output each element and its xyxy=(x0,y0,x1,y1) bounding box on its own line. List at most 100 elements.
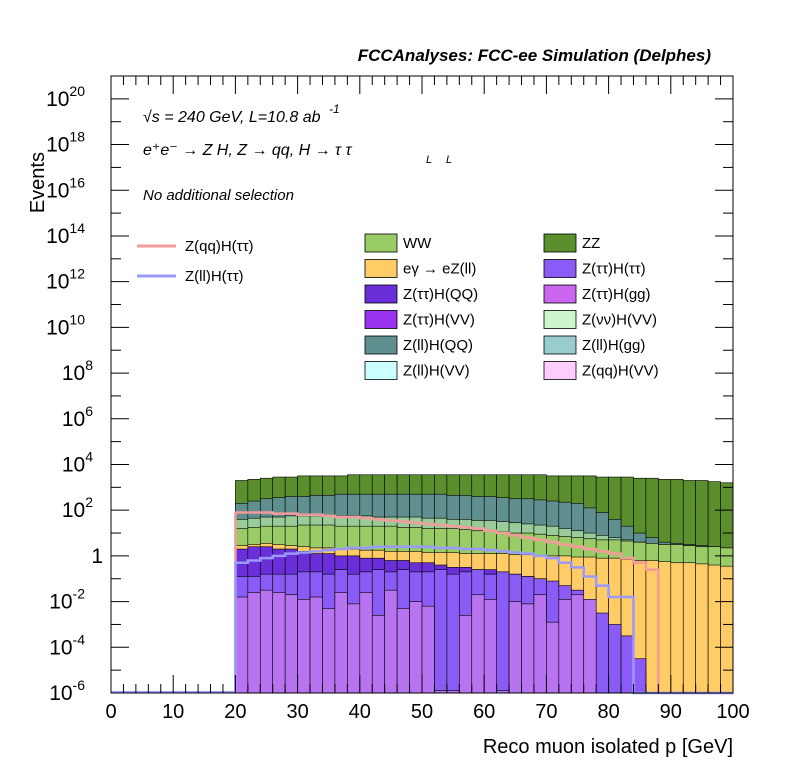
legend-entry: Z(ττ)H(gg) xyxy=(543,284,651,304)
histogram-bar xyxy=(421,605,435,694)
x-tick-label: 10 xyxy=(162,701,184,723)
x-axis-label: Reco muon isolated p [GeV] xyxy=(483,736,733,758)
histogram-bar xyxy=(347,603,361,694)
legend-swatch xyxy=(364,335,398,355)
x-tick-label: 40 xyxy=(349,701,371,723)
histogram-bar xyxy=(707,564,721,694)
legend-label: Z(ττ)H(QQ) xyxy=(403,286,478,303)
histogram-bar xyxy=(720,565,734,694)
legend-entry: WW xyxy=(364,233,432,253)
legend-entry: Z(νν)H(VV) xyxy=(543,310,657,329)
y-tick-label: 1018 xyxy=(46,129,85,157)
legend-label: Z(ll)H(VV) xyxy=(403,363,470,380)
histogram-bar xyxy=(620,635,634,694)
signal-line xyxy=(234,545,733,695)
histogram-bar xyxy=(695,563,709,694)
axis-ticks: 0 10 20 30 40 50 60 70 80 90 10010-610-410-2110210… xyxy=(46,75,750,723)
legend-entry: Z(ll)H(gg) xyxy=(543,335,645,355)
legend-swatch xyxy=(364,310,398,329)
legend-entry: Z(qq)H(VV) xyxy=(543,361,659,380)
histogram-bar xyxy=(608,624,622,694)
histogram-bar xyxy=(371,615,385,694)
histogram-bar xyxy=(322,608,336,694)
annotation-sqrt-s-text: √s = 240 GeV, L=10.8 ab xyxy=(143,109,321,126)
histogram-bar xyxy=(471,594,485,694)
histogram-bar xyxy=(645,560,659,694)
y-tick-label: 104 xyxy=(62,448,93,476)
annotation-sqrt-s: √s = 240 GeV, L=10.8 ab -1 xyxy=(143,102,340,126)
legend-label: Z(qq)H(VV) xyxy=(582,363,659,380)
histogram-bar xyxy=(496,571,510,694)
histogram-bar xyxy=(483,599,497,694)
legend-swatch xyxy=(543,335,577,355)
legend-label: eγ → eZ(ll) xyxy=(403,261,476,278)
y-tick-label: 10-4 xyxy=(49,631,85,659)
legend-entry: Z(ll)H(VV) xyxy=(364,361,470,380)
legend-swatch xyxy=(364,284,398,304)
legend-entry: Z(ττ)H(VV) xyxy=(364,310,475,329)
y-tick-label: 1010 xyxy=(46,311,85,339)
chart-header: FCCAnalyses: FCC-ee Simulation (Delphes) xyxy=(358,46,712,65)
histogram-bar xyxy=(546,621,560,694)
x-tick-label: 30 xyxy=(286,701,308,723)
histogram-bar xyxy=(583,599,597,694)
legend-label: Z(qq)H(ττ) xyxy=(185,238,254,255)
annotation-process-text: e⁺e⁻ → Z H, Z → qq, H → τ τ xyxy=(143,142,352,159)
y-tick-label: 1014 xyxy=(46,220,85,248)
legend-swatch xyxy=(543,259,577,278)
x-tick-label: 80 xyxy=(597,701,619,723)
legend-label: Z(ττ)H(ττ) xyxy=(582,261,646,278)
x-tick-label: 50 xyxy=(411,701,433,723)
histogram-bar xyxy=(521,603,535,694)
legend-label: ZZ xyxy=(582,235,600,252)
legend-swatch xyxy=(543,310,577,329)
histogram-bar xyxy=(297,599,311,694)
histogram-bar xyxy=(570,594,585,694)
legend-swatch xyxy=(543,233,577,253)
histogram-bar xyxy=(533,594,547,694)
y-tick-label: 108 xyxy=(62,357,93,385)
x-tick-label: 90 xyxy=(660,701,682,723)
histogram-bar xyxy=(459,615,473,694)
histogram-bar xyxy=(409,601,423,694)
annotation-process-sub-2: L xyxy=(446,154,452,166)
x-tick-label: 60 xyxy=(473,701,495,723)
histogram-bar xyxy=(558,599,572,694)
legend-entry: eγ → eZ(ll) xyxy=(364,259,476,278)
legend-label: WW xyxy=(403,235,432,252)
annotation-selection: No additional selection xyxy=(143,187,294,204)
histogram-bar xyxy=(446,573,460,694)
histogram-bar xyxy=(259,589,274,694)
histogram-bar xyxy=(508,601,522,694)
legend-label: Z(ll)H(ττ) xyxy=(185,268,244,285)
histogram-bar xyxy=(670,562,684,694)
annotation-sqrt-s-sup: -1 xyxy=(329,102,340,116)
histogram-bar xyxy=(658,561,672,694)
legend-label: Z(ττ)H(gg) xyxy=(582,286,651,303)
histogram-bar xyxy=(359,592,373,694)
legend-label: Z(ll)H(QQ) xyxy=(403,337,473,354)
stack-layer xyxy=(235,589,597,694)
annotation-process-sub-1: L xyxy=(426,154,432,166)
histogram-bar xyxy=(595,612,609,694)
legend: Z(qq)H(ττ) Z(ll)H(ττ) WW ZZ eγ → eZ(ll) Z(ττ)… xyxy=(137,233,659,380)
x-tick-label: 70 xyxy=(535,701,557,723)
x-tick-label: 20 xyxy=(224,701,246,723)
legend-entry: Z(qq)H(ττ) xyxy=(137,238,254,255)
y-tick-label: 1012 xyxy=(46,266,85,294)
y-tick-label: 10-2 xyxy=(49,586,85,614)
y-tick-label: 1016 xyxy=(46,174,85,202)
histogram-bar xyxy=(682,562,696,694)
y-tick-label: 102 xyxy=(62,494,93,522)
legend-swatch xyxy=(543,284,577,304)
histogram-bar xyxy=(434,569,448,694)
y-tick-label: 1 xyxy=(91,545,103,568)
legend-label: Z(ττ)H(VV) xyxy=(403,312,475,329)
histogram-bar xyxy=(384,589,398,694)
legend-entry: Z(ll)H(ττ) xyxy=(137,268,244,285)
x-tick-label: 0 xyxy=(105,701,116,723)
legend-swatch xyxy=(364,259,398,278)
legend-entry: ZZ xyxy=(543,233,600,253)
y-tick-label: 1020 xyxy=(46,83,85,111)
legend-swatch xyxy=(364,233,398,253)
